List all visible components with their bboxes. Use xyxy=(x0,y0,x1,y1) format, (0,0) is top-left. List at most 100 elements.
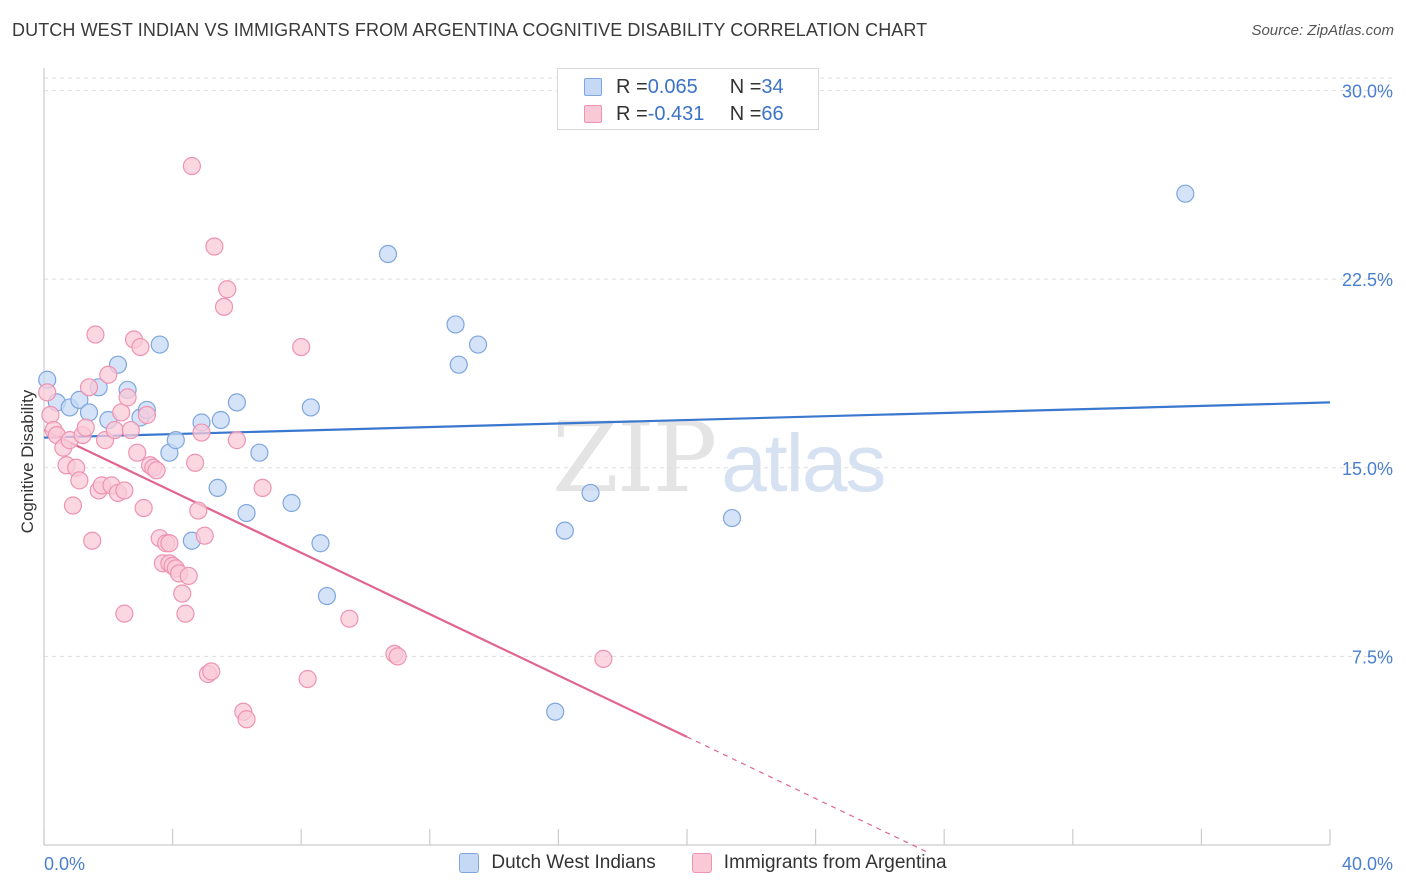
point-immigrants-argentina xyxy=(115,604,134,623)
legend-swatch-pink xyxy=(584,105,602,123)
point-immigrants-argentina xyxy=(253,478,272,498)
point-immigrants-argentina xyxy=(173,584,192,603)
point-dutch-west-indians xyxy=(282,493,301,513)
point-dutch-west-indians xyxy=(150,335,169,354)
point-immigrants-argentina xyxy=(182,156,201,176)
point-immigrants-argentina xyxy=(205,237,224,256)
point-immigrants-argentina xyxy=(227,431,246,450)
chart-source: Source: ZipAtlas.com xyxy=(1251,22,1394,39)
point-immigrants-argentina xyxy=(292,337,311,357)
point-immigrants-argentina xyxy=(76,418,95,437)
legend-n-value: 34 xyxy=(761,75,784,98)
legend-r-value: -0.431 xyxy=(647,102,705,125)
point-immigrants-argentina xyxy=(388,647,407,666)
legend-r-label: R = xyxy=(616,75,648,98)
y-tick-label: 15.0% xyxy=(1342,459,1393,479)
point-immigrants-argentina xyxy=(121,420,140,440)
point-dutch-west-indians xyxy=(546,702,565,721)
point-immigrants-argentina xyxy=(176,604,195,623)
trend-layer xyxy=(43,401,1331,854)
correlation-legend: R = 0.065 N = 34 R = -0.431 N = 66 xyxy=(557,68,819,130)
point-immigrants-argentina xyxy=(70,471,89,490)
point-immigrants-argentina xyxy=(340,609,359,628)
legend-row-immigrants-argentina: R = -0.431 N = 66 xyxy=(584,102,784,126)
point-immigrants-argentina xyxy=(86,325,105,344)
point-dutch-west-indians xyxy=(237,503,256,523)
point-immigrants-argentina xyxy=(105,420,124,440)
chart-title: DUTCH WEST INDIAN VS IMMIGRANTS FROM ARG… xyxy=(12,20,928,40)
y-tick-label: 7.5% xyxy=(1352,647,1393,667)
point-immigrants-argentina xyxy=(63,496,83,515)
point-dutch-west-indians xyxy=(378,244,398,264)
series-legend-label: Dutch West Indians xyxy=(491,852,656,873)
point-immigrants-argentina xyxy=(118,388,137,407)
series-legend: Dutch West Indians Immigrants from Argen… xyxy=(0,852,1406,874)
point-immigrants-argentina xyxy=(195,526,214,545)
point-dutch-west-indians xyxy=(79,403,99,422)
point-immigrants-argentina xyxy=(237,710,256,729)
point-dutch-west-indians xyxy=(722,508,742,528)
axis-layer xyxy=(43,68,1331,846)
point-dutch-west-indians xyxy=(581,483,600,503)
point-immigrants-argentina xyxy=(147,461,166,480)
point-immigrants-argentina xyxy=(99,365,118,384)
point-dutch-west-indians xyxy=(555,521,574,540)
point-immigrants-argentina xyxy=(41,405,60,425)
series-legend-swatch-pink xyxy=(691,853,712,873)
trendline-immigrants-argentina xyxy=(43,429,688,738)
point-immigrants-argentina xyxy=(189,501,208,520)
point-immigrants-argentina xyxy=(218,280,237,299)
point-dutch-west-indians xyxy=(446,315,465,334)
legend-r-value: 0.065 xyxy=(647,75,698,98)
point-dutch-west-indians xyxy=(250,443,269,462)
point-immigrants-argentina xyxy=(298,669,317,689)
point-immigrants-argentina xyxy=(134,498,153,518)
point-immigrants-argentina xyxy=(137,405,156,425)
point-dutch-west-indians xyxy=(317,586,337,606)
x-tick-label: 0.0% xyxy=(44,854,85,874)
point-immigrants-argentina xyxy=(128,443,147,462)
legend-n-label: N = xyxy=(729,102,762,125)
y-tick-label: 22.5% xyxy=(1342,270,1393,290)
point-immigrants-argentina xyxy=(186,453,205,472)
grid-layer xyxy=(44,77,1392,657)
trendline-extension-immigrants-argentina xyxy=(686,736,929,854)
legend-row-dutch-west-indians: R = 0.065 N = 34 xyxy=(584,75,784,99)
y-axis-label: Cognitive Disability xyxy=(18,389,37,533)
point-dutch-west-indians xyxy=(1176,184,1195,203)
point-dutch-west-indians xyxy=(301,398,320,417)
trendline-dutch-west-indians xyxy=(43,401,1331,439)
watermark-atlas: atlas xyxy=(721,418,886,509)
y-tick-label: 30.0% xyxy=(1342,82,1393,102)
point-dutch-west-indians xyxy=(70,390,89,409)
series-legend-item-immigrants-argentina: Immigrants from Argentina xyxy=(691,852,947,874)
point-dutch-west-indians xyxy=(227,393,246,412)
point-dutch-west-indians xyxy=(468,335,488,354)
point-immigrants-argentina xyxy=(192,423,211,442)
points-layer xyxy=(38,156,1195,729)
point-immigrants-argentina xyxy=(202,662,221,681)
point-dutch-west-indians xyxy=(311,534,330,553)
point-dutch-west-indians xyxy=(449,355,468,374)
legend-r-label: R = xyxy=(616,102,648,125)
label-layer: 7.5% 15.0% 22.5% 30.0% 0.0% 40.0% Cognitive Di… xyxy=(18,82,1393,874)
point-immigrants-argentina xyxy=(115,481,134,500)
legend-n-label: N = xyxy=(729,75,762,98)
series-legend-swatch-blue xyxy=(459,853,480,873)
series-legend-label: Immigrants from Argentina xyxy=(723,852,947,873)
legend-swatch-blue xyxy=(584,78,602,96)
point-immigrants-argentina xyxy=(214,297,234,316)
x-tick-label: 40.0% xyxy=(1342,854,1393,874)
point-immigrants-argentina xyxy=(83,531,102,550)
point-immigrants-argentina xyxy=(594,649,613,669)
point-immigrants-argentina xyxy=(112,403,131,422)
point-immigrants-argentina xyxy=(160,534,179,553)
point-dutch-west-indians xyxy=(208,478,227,498)
series-legend-item-dutch-west-indians: Dutch West Indians xyxy=(459,852,656,874)
point-immigrants-argentina xyxy=(179,566,198,586)
point-immigrants-argentina xyxy=(131,337,150,357)
point-immigrants-argentina xyxy=(38,383,57,402)
point-dutch-west-indians xyxy=(166,431,185,450)
legend-n-value: 66 xyxy=(761,102,784,125)
